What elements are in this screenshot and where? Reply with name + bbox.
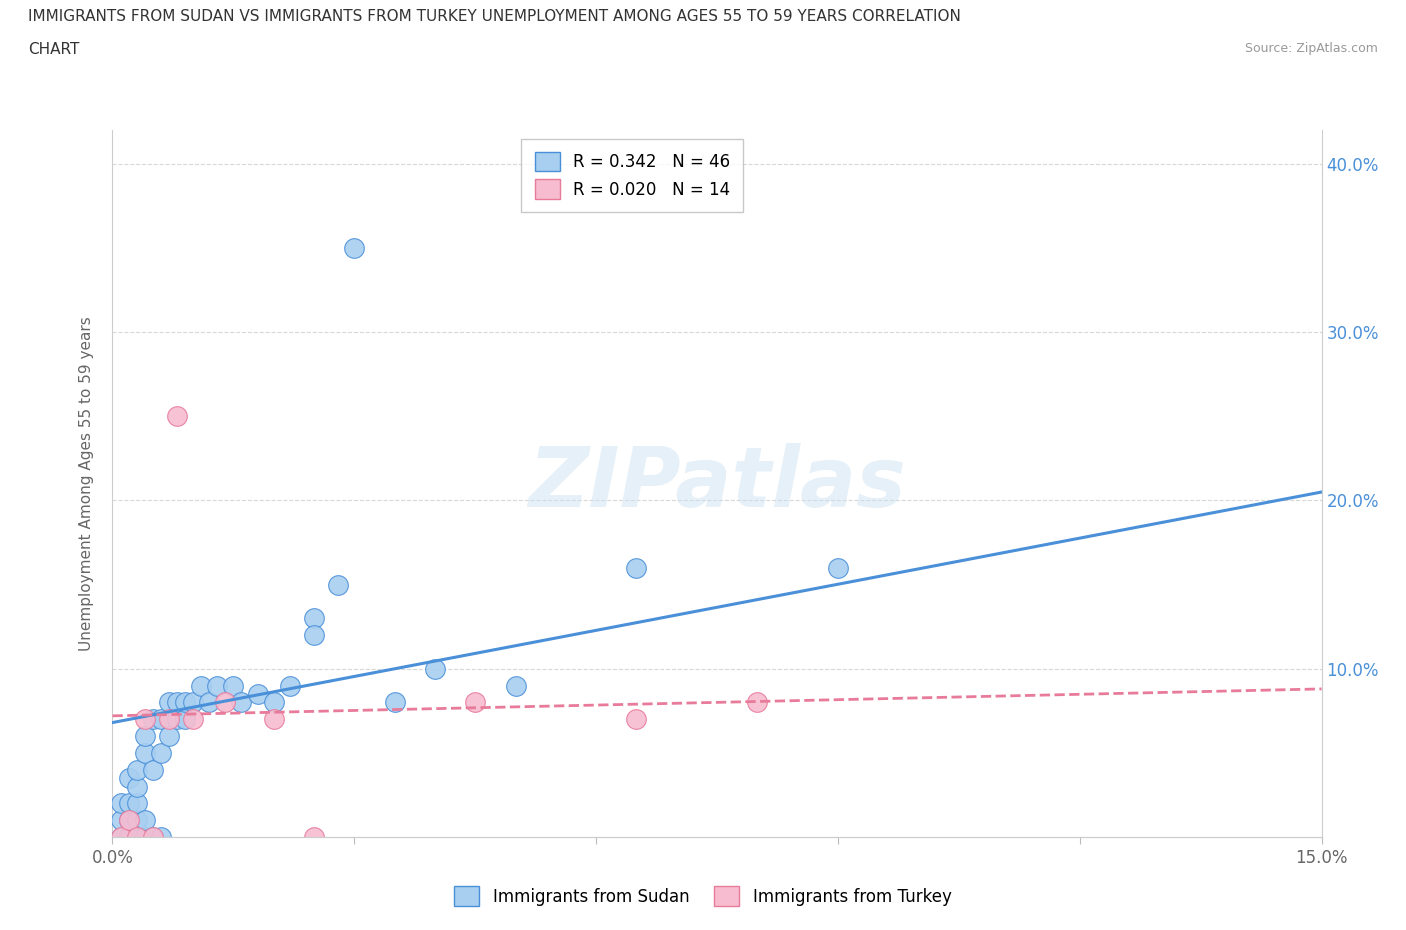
Point xyxy=(166,409,188,424)
Point xyxy=(626,711,648,726)
Point xyxy=(302,611,325,626)
Point xyxy=(110,813,132,828)
Point xyxy=(125,779,148,794)
Point xyxy=(190,678,212,693)
Point xyxy=(134,830,156,844)
Point xyxy=(134,813,156,828)
Point xyxy=(198,695,221,710)
Point xyxy=(157,695,180,710)
Point xyxy=(134,746,156,761)
Point xyxy=(149,830,172,844)
Point xyxy=(207,678,229,693)
Point xyxy=(117,813,139,828)
Point xyxy=(125,813,148,828)
Point xyxy=(174,695,197,710)
Point xyxy=(263,711,285,726)
Text: IMMIGRANTS FROM SUDAN VS IMMIGRANTS FROM TURKEY UNEMPLOYMENT AMONG AGES 55 TO 59: IMMIGRANTS FROM SUDAN VS IMMIGRANTS FROM… xyxy=(28,9,960,24)
Y-axis label: Unemployment Among Ages 55 to 59 years: Unemployment Among Ages 55 to 59 years xyxy=(79,316,94,651)
Point xyxy=(263,695,285,710)
Point xyxy=(125,796,148,811)
Point xyxy=(343,241,366,256)
Point xyxy=(149,746,172,761)
Point xyxy=(328,578,350,592)
Point xyxy=(214,695,236,710)
Point xyxy=(505,678,527,693)
Point xyxy=(302,628,325,643)
Point xyxy=(110,830,132,844)
Point xyxy=(149,711,172,726)
Point xyxy=(134,728,156,743)
Point xyxy=(181,711,204,726)
Point xyxy=(134,711,156,726)
Text: CHART: CHART xyxy=(28,42,80,57)
Point xyxy=(384,695,406,710)
Point xyxy=(142,830,165,844)
Point xyxy=(231,695,253,710)
Text: ZIPatlas: ZIPatlas xyxy=(529,443,905,525)
Point xyxy=(166,695,188,710)
Point xyxy=(125,830,148,844)
Point xyxy=(464,695,486,710)
Text: Source: ZipAtlas.com: Source: ZipAtlas.com xyxy=(1244,42,1378,55)
Legend: Immigrants from Sudan, Immigrants from Turkey: Immigrants from Sudan, Immigrants from T… xyxy=(447,880,959,912)
Point xyxy=(181,695,204,710)
Point xyxy=(166,711,188,726)
Point xyxy=(142,763,165,777)
Point xyxy=(157,728,180,743)
Point xyxy=(117,813,139,828)
Point xyxy=(110,830,132,844)
Point xyxy=(117,830,139,844)
Point xyxy=(747,695,769,710)
Point xyxy=(110,796,132,811)
Legend: R = 0.342   N = 46, R = 0.020   N = 14: R = 0.342 N = 46, R = 0.020 N = 14 xyxy=(522,139,744,212)
Point xyxy=(246,686,269,701)
Point xyxy=(117,796,139,811)
Point xyxy=(157,711,180,726)
Point xyxy=(278,678,301,693)
Point xyxy=(302,830,325,844)
Point xyxy=(142,711,165,726)
Point xyxy=(125,763,148,777)
Point xyxy=(222,678,245,693)
Point xyxy=(174,711,197,726)
Point xyxy=(125,830,148,844)
Point xyxy=(117,771,139,786)
Point xyxy=(626,560,648,575)
Point xyxy=(423,661,446,676)
Point xyxy=(142,830,165,844)
Point xyxy=(827,560,849,575)
